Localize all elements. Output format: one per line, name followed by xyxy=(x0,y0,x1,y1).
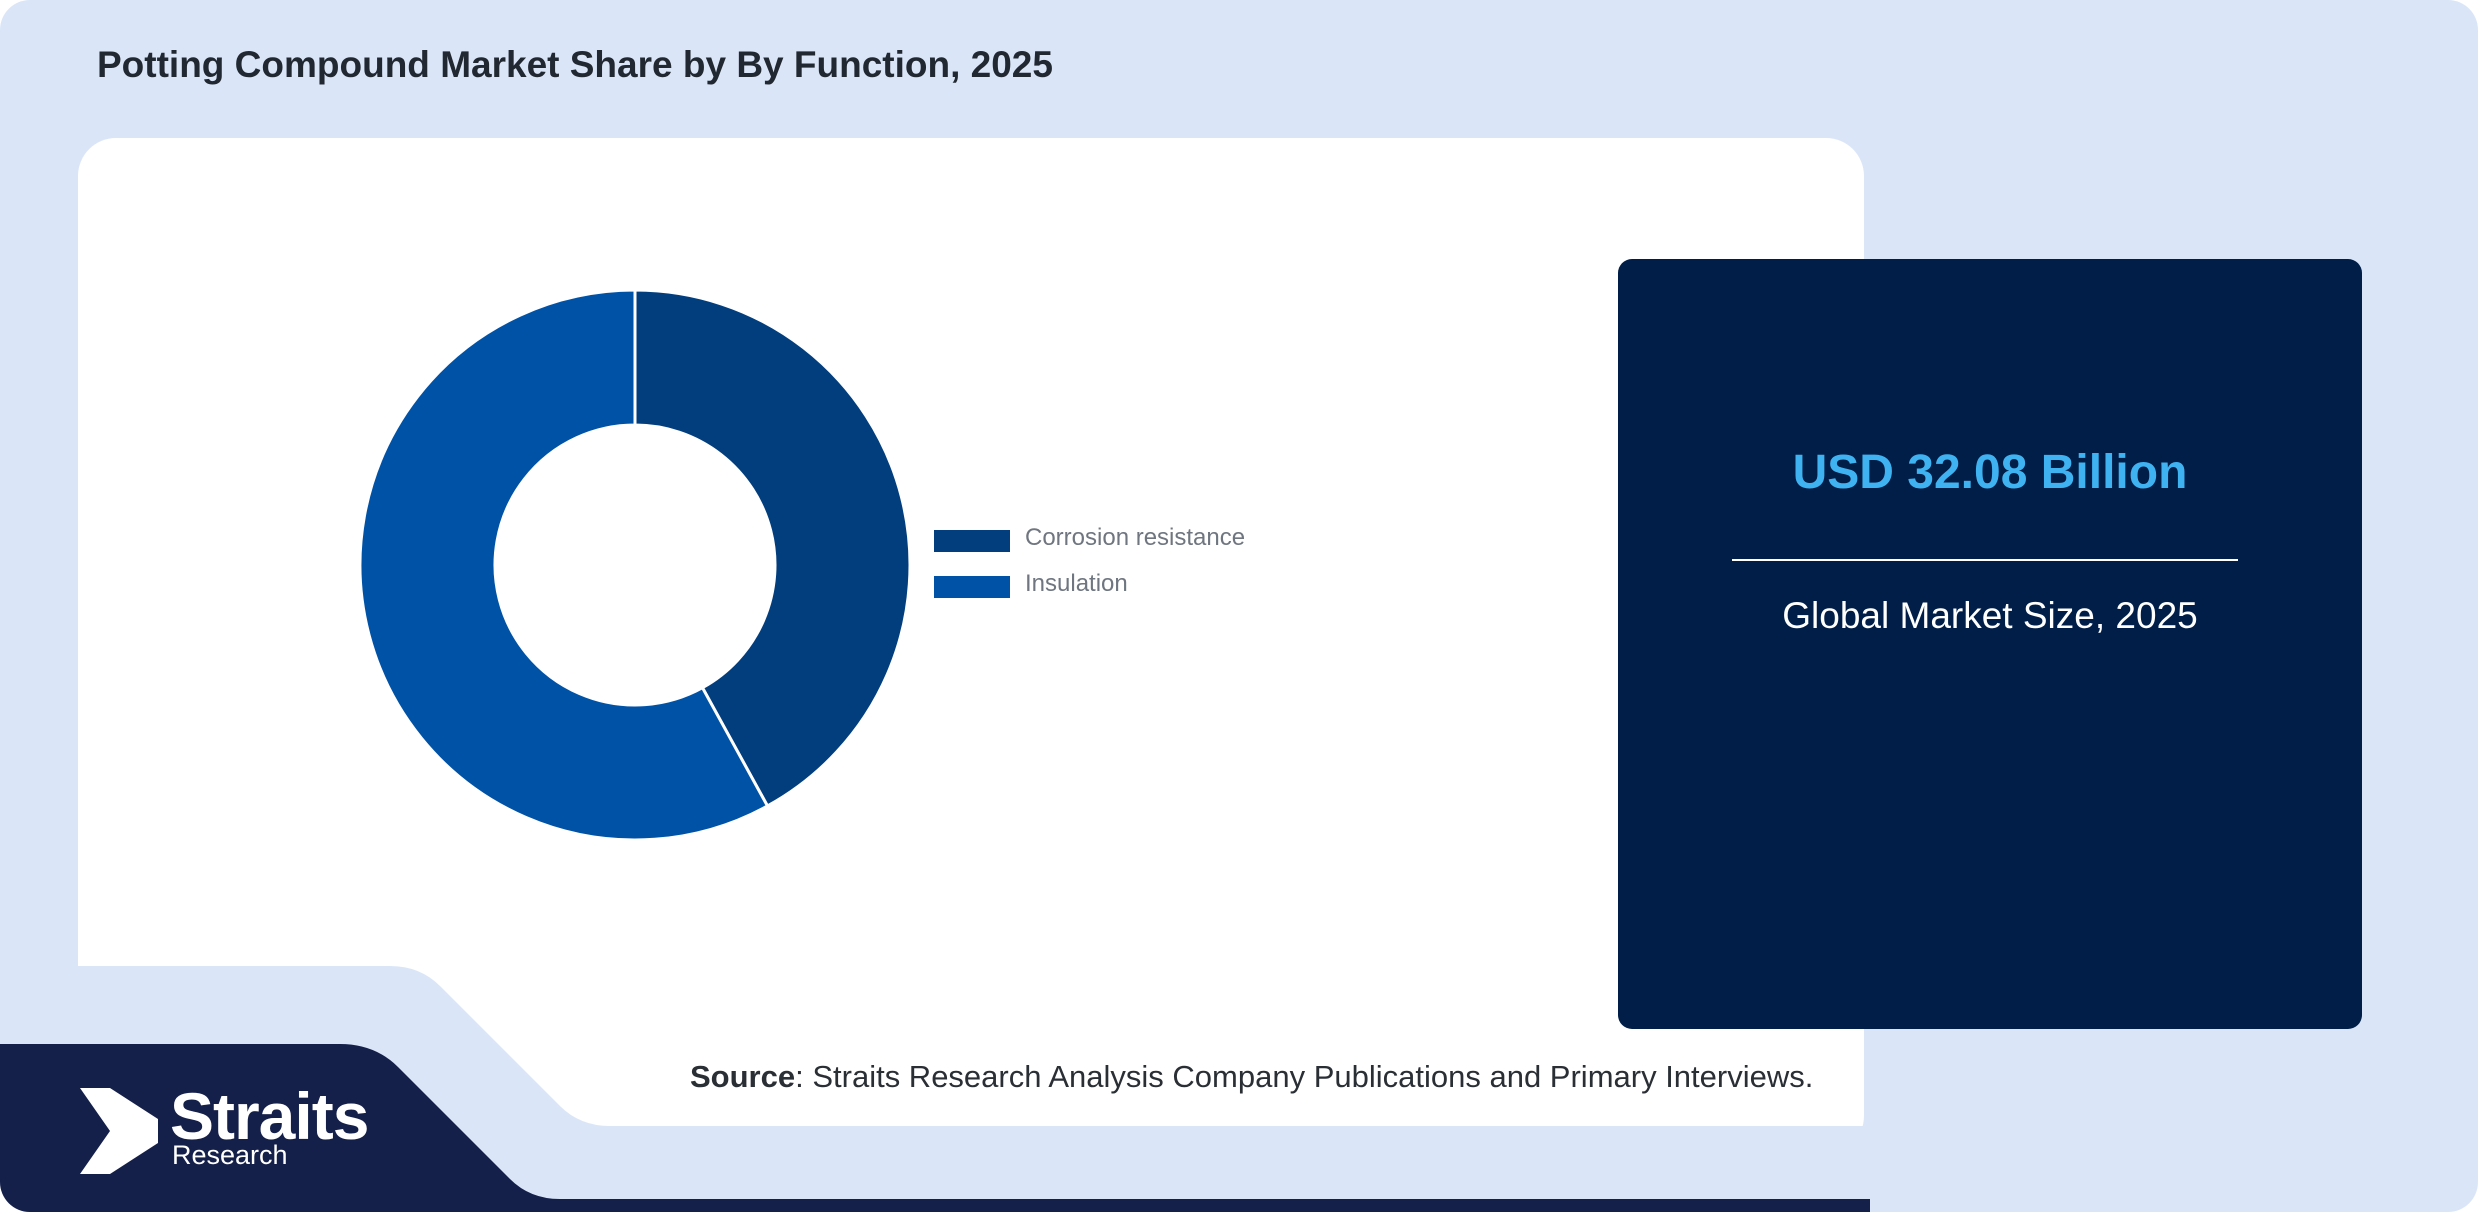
legend-label: Insulation xyxy=(1025,570,1128,597)
legend-swatch xyxy=(934,530,1010,552)
donut-slice-insulation[interactable] xyxy=(358,288,770,842)
market-size-card: USD 32.08 Billion Global Market Size, 20… xyxy=(1618,259,2362,1029)
market-size-label: Global Market Size, 2025 xyxy=(1782,595,2198,636)
source-label: Source xyxy=(690,1059,796,1094)
donut-slice-corrosion-resistance[interactable] xyxy=(633,288,912,809)
brand-name: Straits xyxy=(170,1079,369,1153)
legend-label: Corrosion resistance xyxy=(1025,524,1246,551)
source-note: Source: Straits Research Analysis Compan… xyxy=(690,1059,1813,1095)
straits-logo-icon xyxy=(80,1088,158,1174)
brand-band-shape xyxy=(0,1044,1870,1212)
source-text: : Straits Research Analysis Company Publ… xyxy=(795,1059,1814,1094)
brand-subtitle: Research xyxy=(172,1140,288,1170)
divider xyxy=(1732,559,2238,561)
brand-band xyxy=(0,966,1870,1212)
market-size-value: USD 32.08 Billion xyxy=(1792,446,2188,499)
legend-swatch xyxy=(934,576,1010,598)
donut-chart xyxy=(358,288,912,842)
page-title: Potting Compound Market Share by By Func… xyxy=(97,44,1053,85)
